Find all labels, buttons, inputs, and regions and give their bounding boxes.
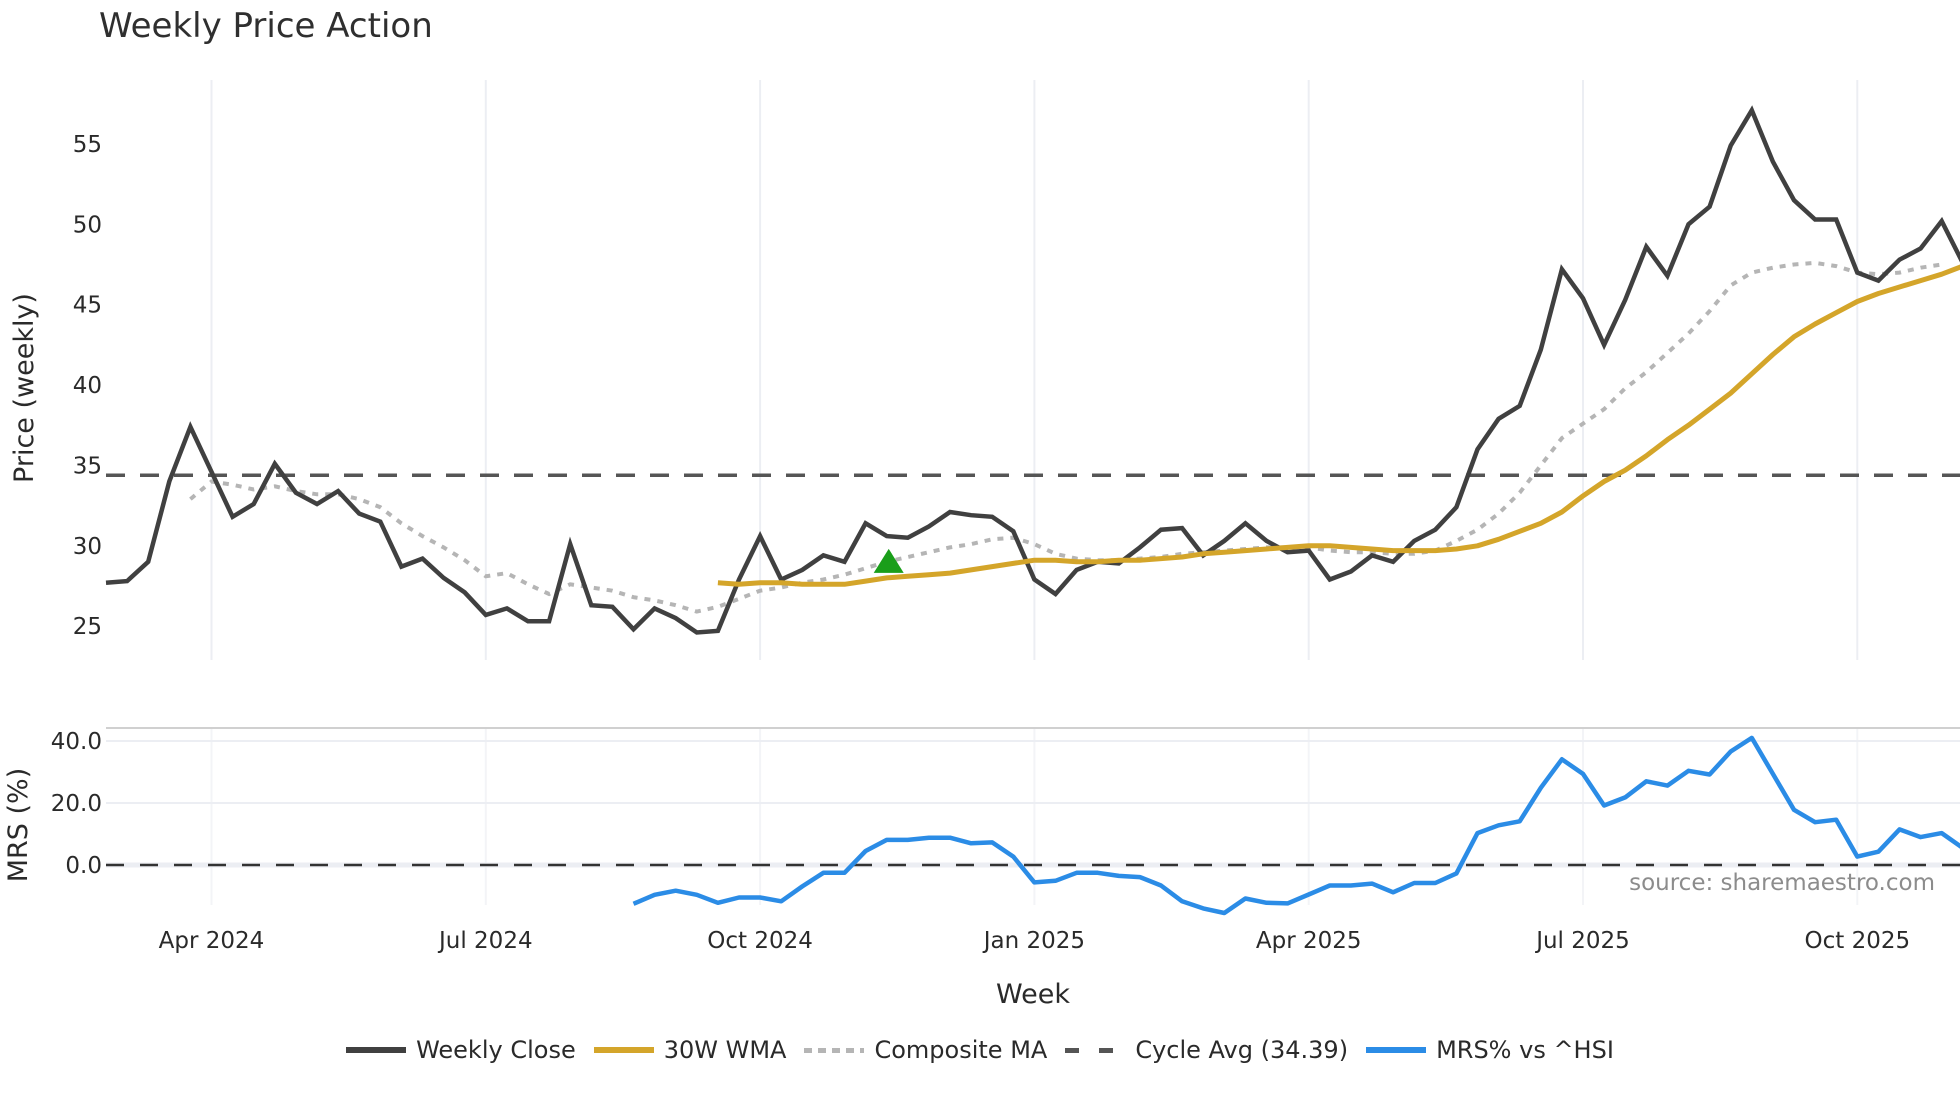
legend: Weekly Close 30W WMA Composite MA Cycle … xyxy=(0,1036,1960,1064)
x-tick-label: Jan 2025 xyxy=(982,928,1085,954)
mrs-vertical-gridlines xyxy=(210,728,1859,905)
legend-item-composite-ma[interactable]: Composite MA xyxy=(804,1036,1047,1064)
dashed-line-swatch-icon xyxy=(1065,1047,1126,1053)
x-ticks: Apr 2024 Jul 2024 Oct 2024 Jan 2025 Apr 2025… xyxy=(159,928,1910,954)
mrs-y-axis-label: MRS (%) xyxy=(3,768,34,883)
mrs-horizontal-gridlines xyxy=(106,727,1960,868)
legend-item-mrs[interactable]: MRS% vs ^HSI xyxy=(1366,1036,1614,1064)
legend-label: MRS% vs ^HSI xyxy=(1436,1036,1614,1064)
mrs-y-ticks: 0.0 20.0 40.0 xyxy=(51,729,102,879)
y-tick-label: 55 xyxy=(73,132,102,158)
wma-30w-line xyxy=(717,264,1960,587)
line-swatch-icon xyxy=(593,1047,654,1053)
x-axis-label: Week xyxy=(996,979,1070,1010)
price-y-ticks: 25 30 35 40 45 50 55 xyxy=(73,132,102,640)
line-swatch-icon xyxy=(346,1047,407,1053)
legend-item-weekly-close[interactable]: Weekly Close xyxy=(346,1036,576,1064)
y-tick-label: 40 xyxy=(73,373,102,399)
x-tick-label: Apr 2025 xyxy=(1256,928,1362,954)
y-tick-label: 40.0 xyxy=(51,729,102,755)
series-layer xyxy=(105,105,1960,916)
legend-item-30w-wma[interactable]: 30W WMA xyxy=(593,1036,787,1064)
buy-signal-triangle-icon xyxy=(873,548,904,573)
x-tick-label: Jul 2025 xyxy=(1534,928,1630,954)
legend-label: Composite MA xyxy=(874,1036,1048,1064)
legend-label: Cycle Avg (34.39) xyxy=(1135,1036,1349,1064)
y-tick-label: 0.0 xyxy=(65,853,102,879)
y-tick-label: 50 xyxy=(73,212,102,238)
x-tick-label: Oct 2025 xyxy=(1804,928,1910,954)
x-tick-label: Jul 2024 xyxy=(437,928,533,954)
price-y-axis-label: Price (weekly) xyxy=(9,293,40,483)
y-tick-label: 20.0 xyxy=(51,791,102,817)
legend-item-cycle-avg[interactable]: Cycle Avg (34.39) xyxy=(1065,1036,1348,1064)
y-tick-label: 35 xyxy=(73,453,102,479)
legend-label: Weekly Close xyxy=(416,1036,576,1064)
y-tick-label: 30 xyxy=(73,534,102,560)
weekly-close-line xyxy=(105,105,1960,635)
source-note: source: sharemaestro.com xyxy=(1629,870,1935,896)
x-tick-label: Apr 2024 xyxy=(159,928,265,954)
y-tick-label: 45 xyxy=(73,293,102,319)
x-tick-label: Oct 2024 xyxy=(707,928,813,954)
y-tick-label: 25 xyxy=(73,614,102,640)
chart-title: Weekly Price Action xyxy=(99,6,433,46)
legend-label: 30W WMA xyxy=(663,1036,787,1064)
price-vertical-gridlines xyxy=(210,80,1859,660)
dotted-line-swatch-icon xyxy=(804,1047,865,1053)
mrs-line xyxy=(632,735,1960,916)
line-swatch-icon xyxy=(1366,1047,1427,1053)
